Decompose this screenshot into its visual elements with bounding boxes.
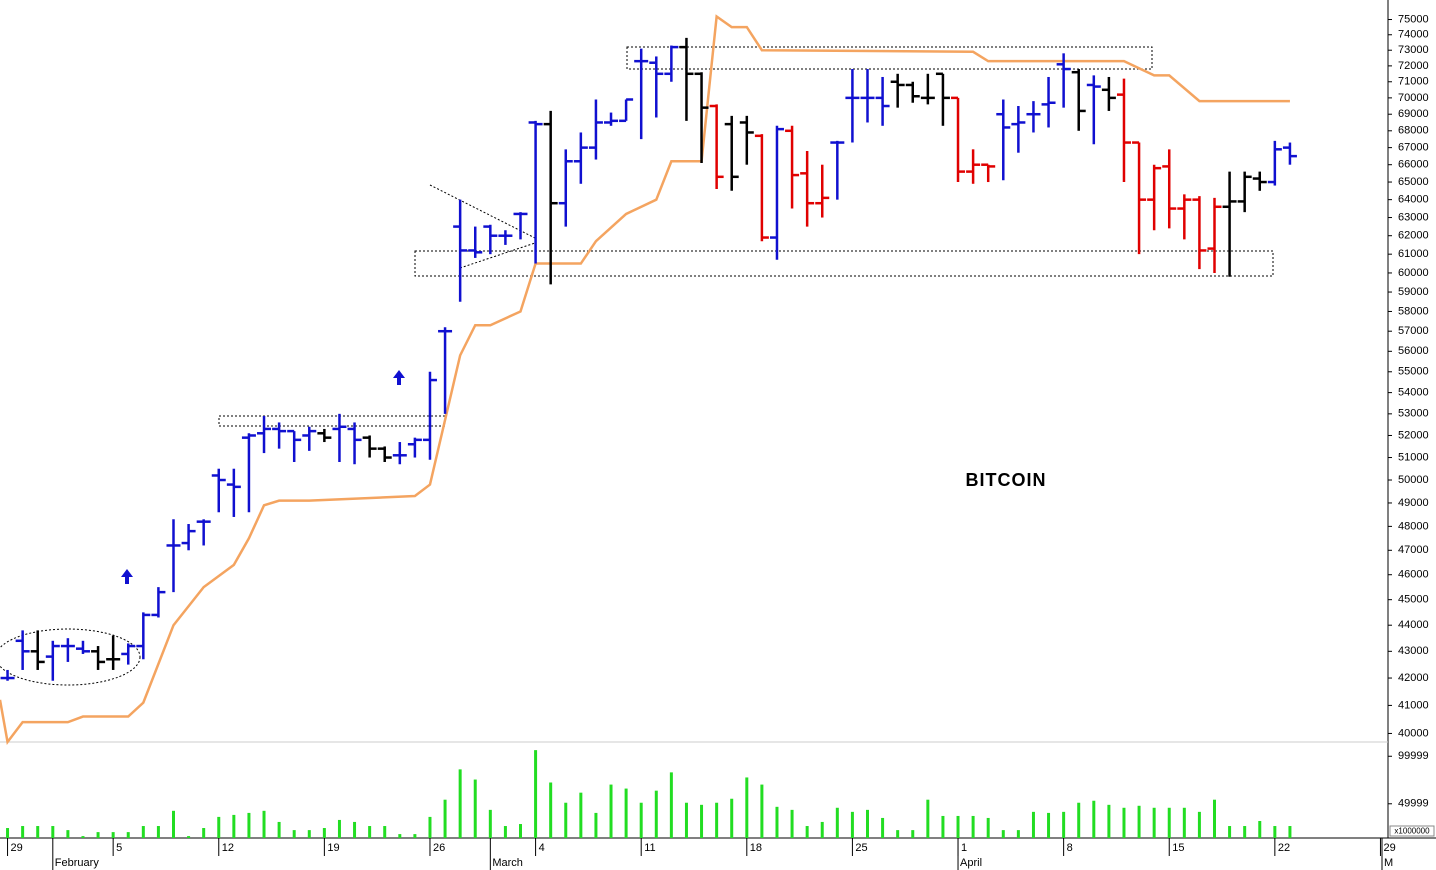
arrow [121, 569, 133, 584]
unit-box [1389, 825, 1435, 837]
chart-annotation: BITCOIN [966, 470, 1047, 490]
y-tick-label: 48000 [1398, 520, 1429, 532]
range-box [414, 250, 1274, 277]
y-tick-label: 74000 [1398, 29, 1429, 41]
y-tick-label: 50000 [1398, 474, 1429, 486]
y-tick-label: 51000 [1398, 451, 1429, 463]
y-tick-label: 57000 [1398, 325, 1429, 337]
y-tick-label: 43000 [1398, 645, 1429, 657]
y-tick-label: 70000 [1398, 92, 1429, 104]
y-tick-label: 59000 [1398, 286, 1429, 298]
range-box [626, 46, 1153, 70]
volume-tick-label: 99999 [1398, 750, 1429, 762]
x-tick-label: 29 [11, 842, 23, 854]
y-tick-label: 52000 [1398, 429, 1429, 441]
volume-tick-label: 49999 [1398, 798, 1429, 810]
x-tick-label: 11 [644, 842, 655, 854]
x-tick-label: 15 [1172, 842, 1184, 854]
y-tick-label: 46000 [1398, 569, 1429, 581]
y-tick-label: 62000 [1398, 230, 1429, 242]
x-tick-label: 22 [1278, 842, 1290, 854]
y-tick-label: 65000 [1398, 176, 1429, 188]
x-tick-label: 29 [1383, 842, 1395, 854]
y-tick-label: 54000 [1398, 387, 1429, 399]
y-tick-label: 47000 [1398, 544, 1429, 556]
y-tick-label: 63000 [1398, 211, 1429, 223]
y-tick-label: 75000 [1398, 13, 1429, 25]
y-tick-label: 69000 [1398, 108, 1429, 120]
consolidation-ellipse [0, 628, 141, 686]
x-tick-label: 8 [1067, 842, 1073, 854]
month-label: April [960, 857, 982, 869]
y-tick-label: 68000 [1398, 125, 1429, 137]
x-tick-label: 19 [327, 842, 339, 854]
x-tick-label: 1 [961, 842, 967, 854]
y-tick-label: 45000 [1398, 594, 1429, 606]
y-tick-label: 71000 [1398, 76, 1429, 88]
y-tick-label: 42000 [1398, 672, 1429, 684]
triangle-line [459, 242, 536, 269]
y-tick-label: 58000 [1398, 305, 1429, 317]
y-tick-label: 55000 [1398, 366, 1429, 378]
x-tick-label: 26 [433, 842, 445, 854]
month-label: M [1384, 857, 1393, 869]
y-tick-label: 73000 [1398, 44, 1429, 56]
x-tick-label: 5 [116, 842, 122, 854]
y-tick-label: 40000 [1398, 727, 1429, 739]
x-tick-label: 25 [855, 842, 867, 854]
range-box [218, 415, 446, 427]
y-tick-label: 56000 [1398, 345, 1429, 357]
x-tick-label: 4 [539, 842, 545, 854]
y-tick-label: 64000 [1398, 194, 1429, 206]
volume-unit: x1000000 [1394, 827, 1430, 836]
annotations [0, 46, 1274, 686]
x-tick-label: 18 [750, 842, 762, 854]
y-tick-label: 60000 [1398, 267, 1429, 279]
y-tick-label: 41000 [1398, 699, 1429, 711]
y-tick-label: 49000 [1398, 497, 1429, 509]
trail-line [0, 14, 1290, 746]
month-label: February [55, 857, 100, 869]
y-tick-label: 44000 [1398, 619, 1429, 631]
y-tick-label: 67000 [1398, 142, 1429, 154]
month-label: March [492, 857, 523, 869]
y-tick-label: 61000 [1398, 248, 1429, 260]
y-tick-label: 53000 [1398, 408, 1429, 420]
x-tick-label: 12 [222, 842, 234, 854]
y-tick-label: 66000 [1398, 159, 1429, 171]
arrow [393, 370, 405, 385]
y-tick-label: 72000 [1398, 60, 1429, 72]
